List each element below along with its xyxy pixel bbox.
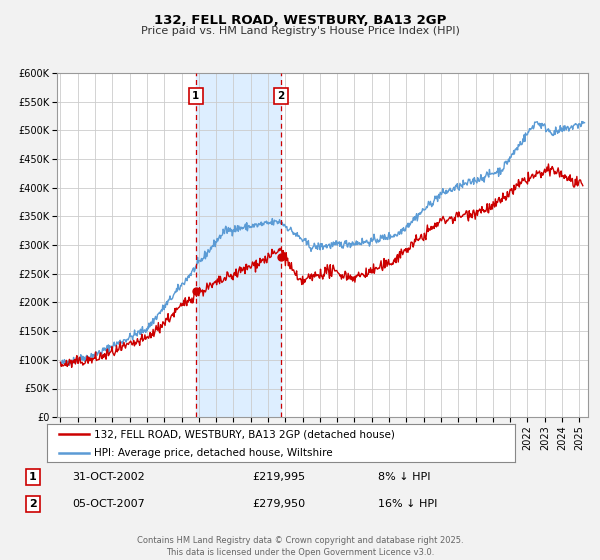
Text: Contains HM Land Registry data © Crown copyright and database right 2025.
This d: Contains HM Land Registry data © Crown c…: [137, 536, 463, 557]
Text: 1: 1: [29, 472, 37, 482]
Text: 16% ↓ HPI: 16% ↓ HPI: [378, 499, 437, 509]
Text: 31-OCT-2002: 31-OCT-2002: [72, 472, 145, 482]
Text: £279,950: £279,950: [252, 499, 305, 509]
Text: 2: 2: [29, 499, 37, 509]
Text: Price paid vs. HM Land Registry's House Price Index (HPI): Price paid vs. HM Land Registry's House …: [140, 26, 460, 36]
Text: 132, FELL ROAD, WESTBURY, BA13 2GP (detached house): 132, FELL ROAD, WESTBURY, BA13 2GP (deta…: [94, 429, 394, 439]
Text: £219,995: £219,995: [252, 472, 305, 482]
Text: HPI: Average price, detached house, Wiltshire: HPI: Average price, detached house, Wilt…: [94, 448, 332, 458]
Text: 1: 1: [192, 91, 200, 101]
Text: 2: 2: [278, 91, 285, 101]
Text: 132, FELL ROAD, WESTBURY, BA13 2GP: 132, FELL ROAD, WESTBURY, BA13 2GP: [154, 14, 446, 27]
Bar: [196, 73, 281, 417]
Text: 8% ↓ HPI: 8% ↓ HPI: [378, 472, 431, 482]
Text: 05-OCT-2007: 05-OCT-2007: [72, 499, 145, 509]
